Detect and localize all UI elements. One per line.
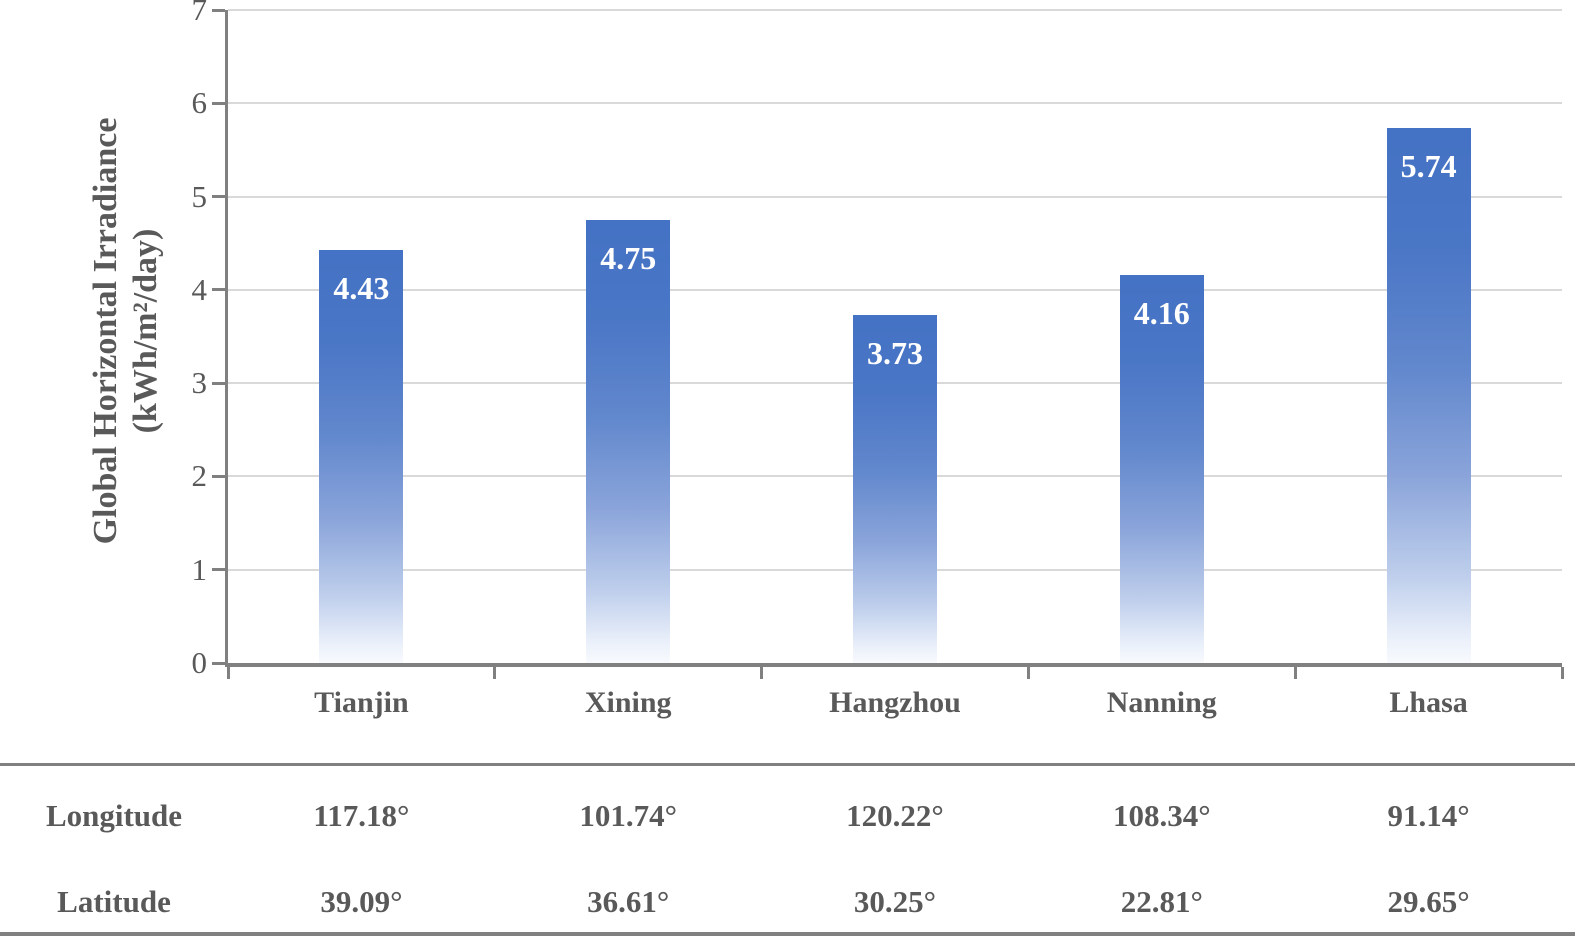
table-header-latitude: Latitude xyxy=(57,884,171,919)
y-tick-mark-5 xyxy=(212,195,225,199)
gridline-4 xyxy=(228,288,1562,291)
y-tick-label-7: 7 xyxy=(191,0,208,27)
bar-value-label: 4.75 xyxy=(600,239,657,276)
x-tick-mark-3 xyxy=(1026,667,1030,679)
bar-value-label: 3.73 xyxy=(867,335,923,372)
table-cell-longitude-tianjin: 117.18° xyxy=(313,798,410,833)
table-cell-latitude-xining: 36.61° xyxy=(587,884,670,919)
table-cell-longitude-nanning: 108.34° xyxy=(1112,798,1211,833)
table-row-longitude: Longitude 117.18° 101.74° 120.22° 108.34° 91.… xyxy=(0,773,1575,859)
table-cell-latitude-hangzhou: 30.25° xyxy=(853,884,937,919)
x-tick-mark-2 xyxy=(760,667,764,679)
table-cell-longitude-xining: 101.74° xyxy=(579,798,678,833)
table-cell-latitude-nanning: 22.81° xyxy=(1120,884,1203,919)
x-category-label-xining: Xining xyxy=(584,686,672,719)
y-tick-label-0: 0 xyxy=(191,645,208,680)
y-tick-label-2: 2 xyxy=(191,458,208,494)
table-cell-latitude-lhasa: 29.65° xyxy=(1387,884,1470,919)
y-tick-label-1: 1 xyxy=(191,551,208,587)
table-top-border xyxy=(0,763,1575,766)
table-cell-longitude-lhasa: 91.14° xyxy=(1387,798,1470,833)
x-category-label-lhasa: Lhasa xyxy=(1389,686,1468,719)
bar-value-label: 4.43 xyxy=(333,269,390,306)
gridline-6 xyxy=(228,102,1562,105)
x-tick-mark-4 xyxy=(1293,667,1297,679)
y-tick-mark-1 xyxy=(212,568,225,572)
table-header-longitude: Longitude xyxy=(45,798,183,833)
x-tick-mark-5 xyxy=(1560,667,1564,679)
gridline-7 xyxy=(228,9,1562,11)
bar-nanning: 4.16 xyxy=(1119,274,1204,663)
gridline-5 xyxy=(228,195,1562,198)
table-cell-latitude-tianjin: 39.09° xyxy=(320,884,403,919)
y-tick-label-4: 4 xyxy=(191,271,208,307)
bar-hangzhou: 3.73 xyxy=(853,315,937,663)
bar-value-label: 4.16 xyxy=(1133,294,1190,331)
x-category-label-hangzhou: Hangzhou xyxy=(829,686,961,719)
y-tick-label-3: 3 xyxy=(191,365,208,401)
y-tick-label-6: 6 xyxy=(191,85,208,121)
table-cell-longitude-hangzhou: 120.22° xyxy=(846,798,944,833)
x-category-label-tianjin: Tianjin xyxy=(314,686,409,719)
x-category-label-nanning: Nanning xyxy=(1106,686,1217,719)
y-tick-mark-3 xyxy=(212,381,225,385)
y-tick-label-5: 5 xyxy=(191,178,208,214)
y-tick-mark-6 xyxy=(212,101,225,105)
bar-value-label: 5.74 xyxy=(1400,147,1457,184)
table-row-latitude: Latitude 39.09° 36.61° 30.25° 22.81° 29.65° xyxy=(0,859,1575,945)
bar-xining: 4.75 xyxy=(586,219,671,663)
y-tick-mark-4 xyxy=(212,288,225,292)
bar-tianjin: 4.43 xyxy=(319,249,404,663)
plot-area: 4.43 4.75 3.73 4.16 5.74 xyxy=(225,9,1562,667)
y-tick-mark-2 xyxy=(212,474,225,478)
bar-lhasa: 5.74 xyxy=(1386,127,1471,663)
y-tick-mark-7 xyxy=(212,8,225,12)
x-tick-mark-0 xyxy=(226,667,230,679)
table-bottom-border xyxy=(0,932,1575,936)
y-tick-mark-0 xyxy=(212,661,225,665)
x-tick-mark-1 xyxy=(493,667,497,679)
